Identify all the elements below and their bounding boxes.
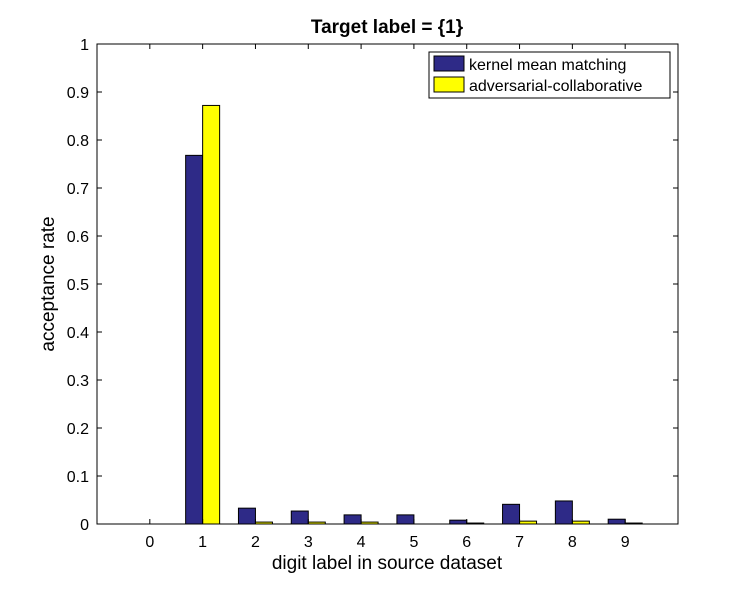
bar-kernel-mean-matching-5 [396,514,415,525]
legend-label-kernel-mean-matching: kernel mean matching [469,57,626,74]
y-tick-label-3: 0.3 [67,373,89,390]
y-tick-label-0: 0 [80,517,89,534]
bar-adversarial-collaborative-6 [466,522,485,525]
y-tick-label-9: 0.9 [67,85,89,102]
bar-adversarial-collaborative-2 [254,521,273,525]
bar-kernel-mean-matching-4 [343,514,362,525]
bar-adversarial-collaborative-8 [571,520,590,525]
bar-adversarial-collaborative-3 [307,521,326,525]
x-tick-label-6: 6 [462,534,471,551]
y-tick-label-4: 0.4 [67,325,89,342]
x-tick-label-2: 2 [251,534,260,551]
y-tick-label-7: 0.7 [67,181,89,198]
x-tick-label-3: 3 [304,534,313,551]
bar-kernel-mean-matching-2 [237,507,256,525]
y-tick-label-6: 0.6 [67,229,89,246]
bar-group [185,104,643,525]
y-tick-label-10: 1 [80,37,89,54]
x-tick-label-9: 9 [621,534,630,551]
x-tick-label-0: 0 [145,534,154,551]
x-tick-label-7: 7 [515,534,524,551]
x-tick-label-1: 1 [198,534,207,551]
x-tick-label-8: 8 [568,534,577,551]
bar-adversarial-collaborative-7 [519,520,538,525]
bar-adversarial-collaborative-9 [624,522,643,525]
bar-kernel-mean-matching-1 [185,154,204,525]
bar-adversarial-collaborative-1 [202,104,221,525]
bar-kernel-mean-matching-3 [290,510,309,525]
legend-box [428,51,671,99]
y-tick-label-8: 0.8 [67,133,89,150]
bar-kernel-mean-matching-7 [502,503,521,525]
x-tick-label-5: 5 [409,534,418,551]
y-tick-label-5: 0.5 [67,277,89,294]
legend: kernel mean matching adversarial-collabo… [428,51,671,99]
legend-label-adversarial-collaborative: adversarial-collaborative [469,78,643,95]
x-tick-label-4: 4 [357,534,366,551]
legend-swatch-kernel-mean-matching [433,55,465,72]
bar-kernel-mean-matching-9 [607,518,626,525]
legend-swatch-adversarial-collaborative [433,76,465,93]
x-axis-label: digit label in source dataset [272,553,503,574]
y-axis-label: acceptance rate [38,216,59,351]
y-tick-label-1: 0.1 [67,469,89,486]
plot-area [96,43,679,525]
axis-ticks: 0 1 2 3 4 5 6 7 8 9 0 0.1 0.2 0.3 0.4 0.5 0.6 0.7 0.8 0.9 1 [67,37,678,551]
y-tick-label-2: 0.2 [67,421,89,438]
chart-title: Target label = {1} [311,17,464,38]
bar-adversarial-collaborative-4 [360,521,379,525]
bar-kernel-mean-matching-6 [449,519,468,525]
bar-kernel-mean-matching-8 [554,500,573,525]
